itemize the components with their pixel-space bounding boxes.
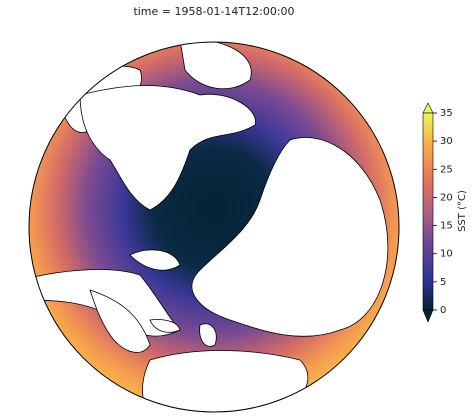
colorbar-extend-min [422,309,434,323]
colorbar-tick-label: 25 [440,164,453,175]
colorbar-body [422,112,434,311]
map-title: time = 1958-01-14T12:00:00 [133,5,294,18]
colorbar-label: SST (°C) [457,190,468,232]
globe [29,42,399,412]
colorbar-tick-label: 15 [440,221,453,232]
colorbar-tick-label: 30 [440,136,453,147]
colorbar-tick-label: 5 [440,277,446,288]
colorbar-extend-max [422,102,434,114]
globe-outline [28,41,400,413]
land [29,42,389,412]
colorbar-tick-label: 35 [440,108,453,119]
colorbar-tick-label: 20 [440,192,453,203]
colorbar-tick-label: 0 [440,305,446,316]
colorbar: SST (°C) 0 5 10 15 20 25 30 35 [422,102,468,323]
colorbar-tick-label: 10 [440,249,453,260]
